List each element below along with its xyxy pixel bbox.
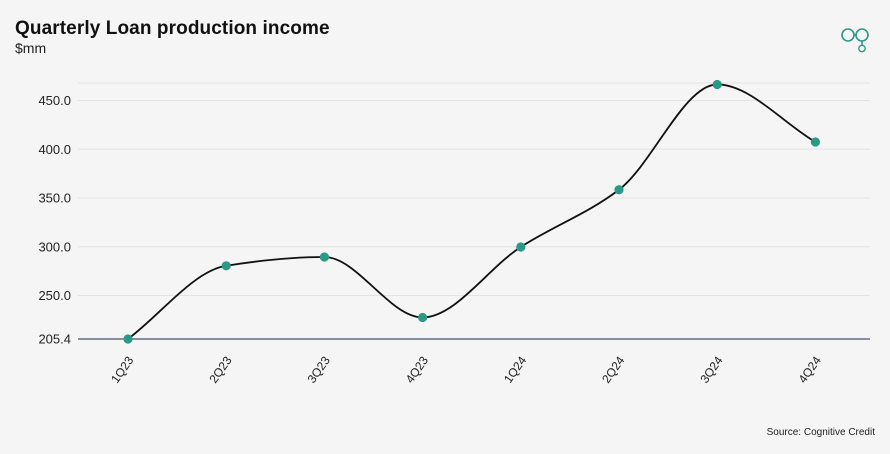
x-tick-label: 3Q24 xyxy=(697,353,725,385)
y-tick-label: 300.0 xyxy=(38,239,71,254)
cognitive-credit-logo-icon xyxy=(841,28,869,53)
y-tick-label: 400.0 xyxy=(38,142,71,157)
y-tick-label: 205.4 xyxy=(38,332,71,347)
x-tick-label: 2Q24 xyxy=(599,353,627,385)
x-tick-label: 4Q23 xyxy=(403,353,431,385)
x-tick-label: 3Q23 xyxy=(305,353,333,385)
chart-subtitle: $mm xyxy=(15,40,47,56)
data-point-3Q23 xyxy=(319,252,329,262)
data-point-2Q23 xyxy=(221,261,231,271)
x-axis-ticks: 1Q23 2Q23 3Q23 4Q23 1Q24 2Q24 3Q24 4Q24 xyxy=(108,353,824,385)
source-note: Source: Cognitive Credit xyxy=(766,427,875,438)
x-tick-label: 1Q24 xyxy=(501,353,529,385)
grid-lines xyxy=(78,82,870,297)
x-tick-label: 2Q23 xyxy=(206,353,234,385)
data-point-3Q24 xyxy=(712,79,722,90)
series-points xyxy=(123,79,821,344)
data-point-1Q23 xyxy=(123,334,133,344)
x-tick-label: 1Q23 xyxy=(108,353,136,385)
data-point-1Q24 xyxy=(516,242,526,252)
data-point-4Q23 xyxy=(418,312,428,323)
y-tick-label: 450.0 xyxy=(38,93,71,108)
data-point-2Q24 xyxy=(614,185,624,195)
y-tick-label: 250.0 xyxy=(38,288,71,303)
data-point-4Q24 xyxy=(810,137,821,147)
chart-title: Quarterly Loan production income xyxy=(15,18,330,39)
series-line xyxy=(127,83,816,340)
x-tick-label: 4Q24 xyxy=(796,353,824,385)
y-tick-label: 350.0 xyxy=(38,191,71,206)
y-axis-ticks: 205.4 250.0 300.0 350.0 400.0 450.0 xyxy=(38,93,71,346)
series-line-layer xyxy=(127,83,816,340)
